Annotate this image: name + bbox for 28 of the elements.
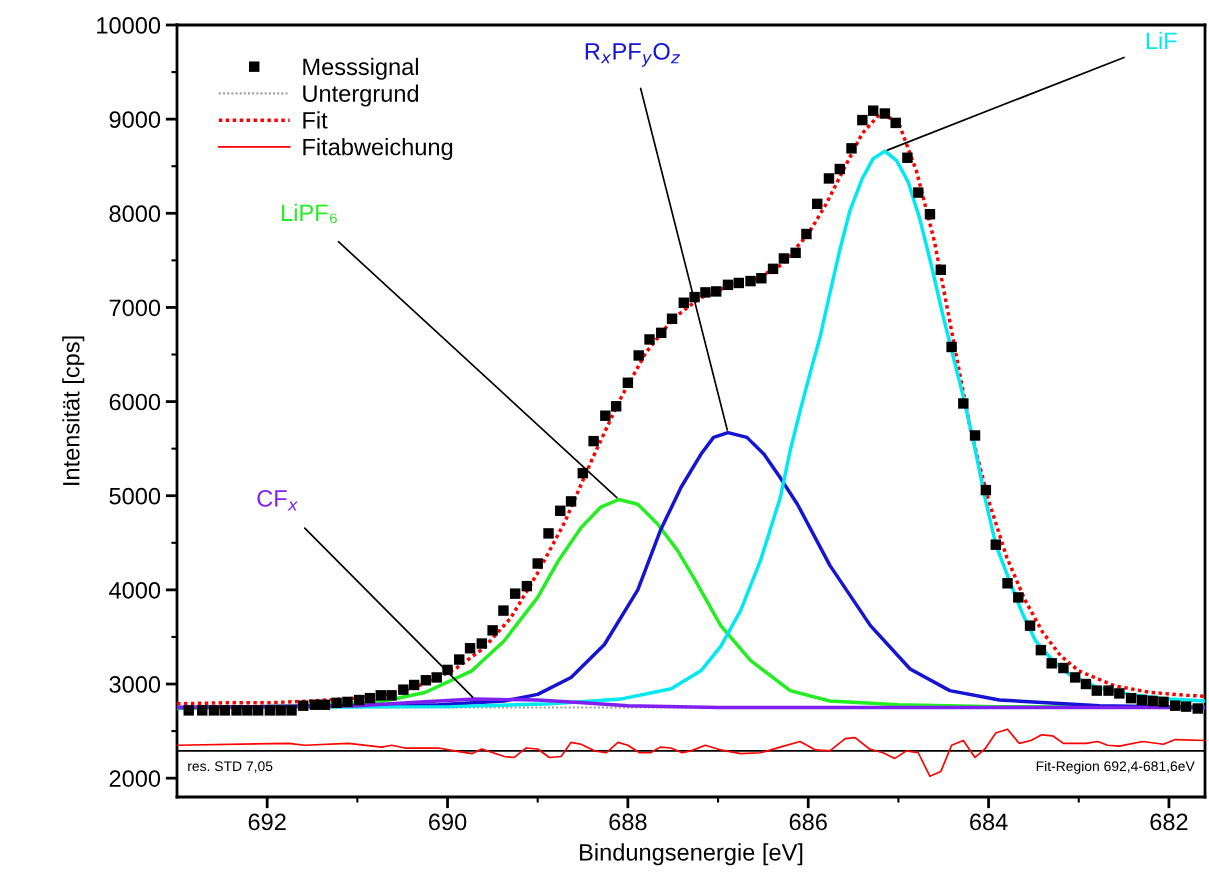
y-tick-label: 2000 bbox=[109, 770, 161, 787]
line-series bbox=[177, 728, 1205, 778]
y-tick-label: 9000 bbox=[109, 111, 161, 128]
text: LiPF₆ bbox=[282, 203, 337, 224]
text: LiF bbox=[1146, 31, 1177, 49]
annotation: Fit-Region 692,4-681,6eV bbox=[1036, 760, 1195, 774]
y-tick-label: 3000 bbox=[109, 676, 161, 693]
y-tick-label: 4000 bbox=[109, 581, 161, 599]
x-tick-label: 686 bbox=[789, 813, 827, 831]
y-axis-title: Intensität [cps] bbox=[62, 336, 85, 485]
legend-label: Untergrund bbox=[303, 84, 419, 107]
x-axis-title: Bindungsenergie [eV] bbox=[580, 843, 803, 866]
text: CF$_{x}$ bbox=[257, 490, 298, 511]
x-tick-label: 692 bbox=[248, 813, 286, 831]
x-tick-label: 684 bbox=[970, 813, 1008, 831]
y-tick-label: 7000 bbox=[109, 299, 161, 317]
legend-label: Fitabweichung bbox=[303, 138, 453, 161]
y-tick-label: 5000 bbox=[109, 487, 161, 505]
text: R$_{x}$PF$_{y}$O$_{z}$ bbox=[585, 42, 680, 67]
x-tick-label: 682 bbox=[1150, 813, 1188, 831]
y-tick-label: 6000 bbox=[109, 393, 161, 411]
x-tick-label: 690 bbox=[429, 813, 467, 831]
annotation: res. STD 7,05 bbox=[188, 761, 273, 773]
y-tick-label: 8000 bbox=[109, 205, 161, 223]
x-tick-label: 688 bbox=[609, 813, 647, 831]
y-tick-label: 10000 bbox=[97, 17, 161, 34]
legend-label: Fit bbox=[303, 111, 328, 129]
legend-label: Messsignal bbox=[303, 57, 418, 80]
